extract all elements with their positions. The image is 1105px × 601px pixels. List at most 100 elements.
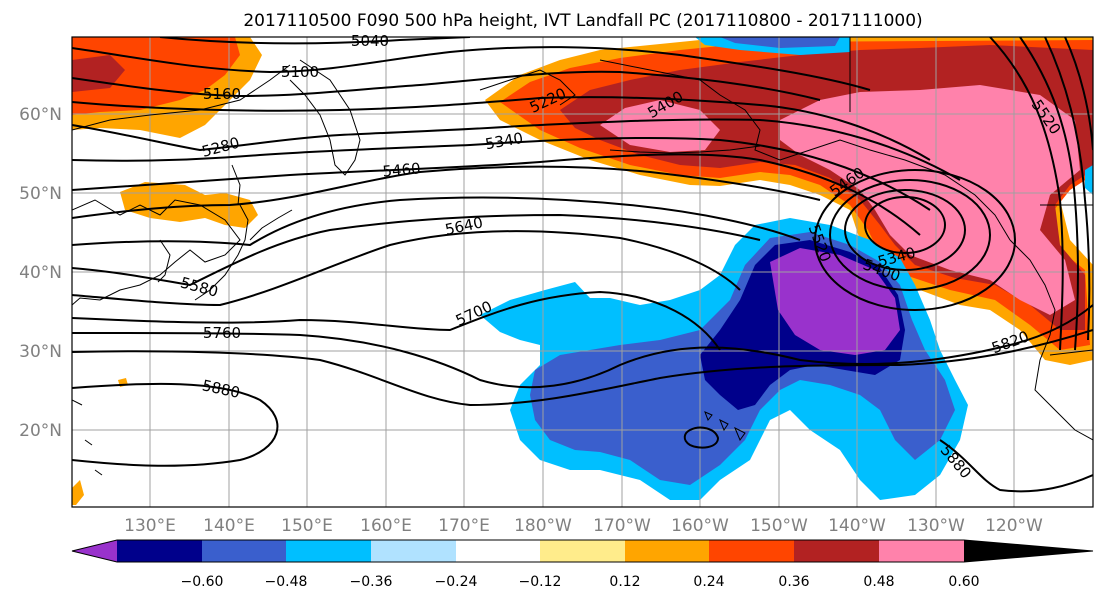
coastline-japan bbox=[194, 204, 249, 301]
contour-line-ne-3 bbox=[1044, 37, 1091, 341]
lon-label: 140°E bbox=[203, 516, 255, 536]
coastline-aleutians bbox=[609, 145, 761, 154]
contour-line-5760 bbox=[72, 304, 1093, 389]
colorbar-segment-under bbox=[72, 540, 117, 562]
colorbar-segment bbox=[625, 540, 709, 562]
contour-label: 5040 bbox=[351, 32, 389, 50]
coastlines bbox=[72, 37, 1093, 476]
contour-line-5700 bbox=[72, 290, 721, 351]
latitude-labels: 60°N 50°N 40°N 30°N 20°N bbox=[19, 105, 62, 441]
negative-shading-pacific-max bbox=[770, 248, 900, 355]
colorbar-tick-label: −0.36 bbox=[350, 574, 393, 590]
coastline-hawaii-2 bbox=[719, 418, 729, 432]
lon-label: 170°E bbox=[438, 516, 490, 536]
colorbar-segment bbox=[456, 540, 540, 562]
coastline-alaska bbox=[599, 59, 1011, 241]
lon-label: 130°E bbox=[124, 516, 176, 536]
contour-line-5400 bbox=[72, 153, 921, 236]
lon-label: 160°E bbox=[360, 516, 412, 536]
contour-line-low-inner bbox=[864, 196, 946, 254]
coastline-west-north-america bbox=[1009, 239, 1093, 441]
contour-line-5580 bbox=[72, 213, 761, 287]
colorbar-segment-over bbox=[964, 540, 1093, 562]
colorbar-segment bbox=[709, 540, 794, 562]
lon-label: 180°W bbox=[514, 516, 572, 536]
contour-line-5160 bbox=[72, 70, 821, 101]
colorbar-tick-label: 0.60 bbox=[948, 574, 979, 590]
height-contours bbox=[72, 37, 1093, 493]
lon-label: 160°W bbox=[671, 516, 729, 536]
contour-line-low-4 bbox=[814, 169, 1016, 311]
colorbar: −0.60 −0.48 −0.36 −0.24 −0.12 0.12 0.24 … bbox=[71, 539, 1094, 590]
colorbar-segment bbox=[794, 540, 879, 562]
contour-line-5460 bbox=[72, 165, 821, 219]
positive-shading-north-pacific-max-2 bbox=[780, 85, 1080, 315]
lon-label: 120°W bbox=[985, 516, 1043, 536]
colorbar-tick-label: −0.48 bbox=[265, 574, 308, 590]
colorbar-tick-label: 0.24 bbox=[693, 574, 724, 590]
coastline-sakhalin bbox=[231, 164, 241, 206]
lat-label: 40°N bbox=[19, 263, 62, 283]
coastline-kamchatka bbox=[289, 59, 361, 176]
colorbar-segment bbox=[117, 540, 202, 562]
map-frame bbox=[71, 36, 1094, 508]
colorbar-tick-label: −0.24 bbox=[435, 574, 478, 590]
contour-label: 5100 bbox=[281, 63, 319, 81]
contour-line-low-2 bbox=[844, 189, 966, 271]
contour-line-5220 bbox=[72, 96, 931, 161]
contour-line-5640 bbox=[72, 230, 741, 307]
coastline-kuril-islands bbox=[249, 209, 293, 241]
contour-label: 5160 bbox=[203, 85, 241, 103]
lon-label: 130°W bbox=[907, 516, 965, 536]
colorbar-tick-label: −0.60 bbox=[181, 574, 224, 590]
colorbar-tick-labels: −0.60 −0.48 −0.36 −0.24 −0.12 0.12 0.24 … bbox=[181, 574, 980, 590]
contour-line-5340 bbox=[72, 136, 931, 211]
figure-title: 2017110500 F090 500 hPa height, IVT Land… bbox=[243, 11, 922, 31]
contour-line-ne-2 bbox=[1019, 37, 1080, 351]
positive-shading-sw-edge bbox=[72, 480, 84, 505]
coastline-hawaii-1 bbox=[704, 411, 713, 421]
coastline-korea bbox=[157, 239, 171, 283]
lat-label: 20°N bbox=[19, 421, 62, 441]
lon-label: 140°W bbox=[828, 516, 886, 536]
negative-shading-arctic-strip-inner bbox=[720, 37, 840, 48]
lon-label: 170°W bbox=[593, 516, 651, 536]
contour-line-5520 bbox=[72, 196, 801, 247]
contour-line-5880-east bbox=[939, 439, 1093, 493]
contour-label: 5460 bbox=[382, 159, 422, 180]
colorbar-outline bbox=[71, 539, 1094, 563]
lat-label: 30°N bbox=[19, 342, 62, 362]
longitude-labels: 130°E 140°E 150°E 160°E 170°E 180°W 170°… bbox=[124, 516, 1043, 536]
map-panel: 5040 5100 5160 5220 5280 5340 5400 5460 … bbox=[71, 32, 1094, 508]
contour-line-low-3 bbox=[829, 179, 991, 291]
colorbar-tick-label: 0.48 bbox=[863, 574, 894, 590]
contour-label: 5760 bbox=[203, 324, 241, 342]
colorbar-segment bbox=[286, 540, 371, 562]
colorbar-tick-label: −0.12 bbox=[519, 574, 562, 590]
contour-line-5880-west bbox=[72, 382, 279, 467]
lat-label: 60°N bbox=[19, 105, 62, 125]
contour-line-5820 bbox=[72, 329, 1093, 407]
colorbar-segment bbox=[879, 540, 964, 562]
negative-shading-east-edge bbox=[1085, 165, 1093, 195]
gridlines bbox=[72, 37, 1093, 507]
contour-line-5100 bbox=[72, 46, 871, 91]
coastline-pacific-islands bbox=[72, 399, 103, 476]
colorbar-segment bbox=[371, 540, 456, 562]
border-us-mexico bbox=[1049, 349, 1093, 356]
colorbar-tick-label: 0.36 bbox=[778, 574, 809, 590]
contour-line-5880-hawaii bbox=[683, 426, 720, 449]
lat-label: 50°N bbox=[19, 184, 62, 204]
contour-line-ne-1 bbox=[989, 37, 1064, 351]
colorbar-tick-label: 0.12 bbox=[609, 574, 640, 590]
coastline-asia bbox=[72, 199, 241, 306]
contour-line-ne-4 bbox=[1064, 37, 1093, 151]
positive-shading-nw-corner-inner bbox=[72, 37, 240, 115]
colorbar-segment bbox=[202, 540, 286, 562]
coastline-hawaii-3 bbox=[734, 426, 746, 442]
lon-label: 150°E bbox=[281, 516, 333, 536]
colorbar-segment bbox=[540, 540, 625, 562]
lon-label: 150°W bbox=[750, 516, 808, 536]
